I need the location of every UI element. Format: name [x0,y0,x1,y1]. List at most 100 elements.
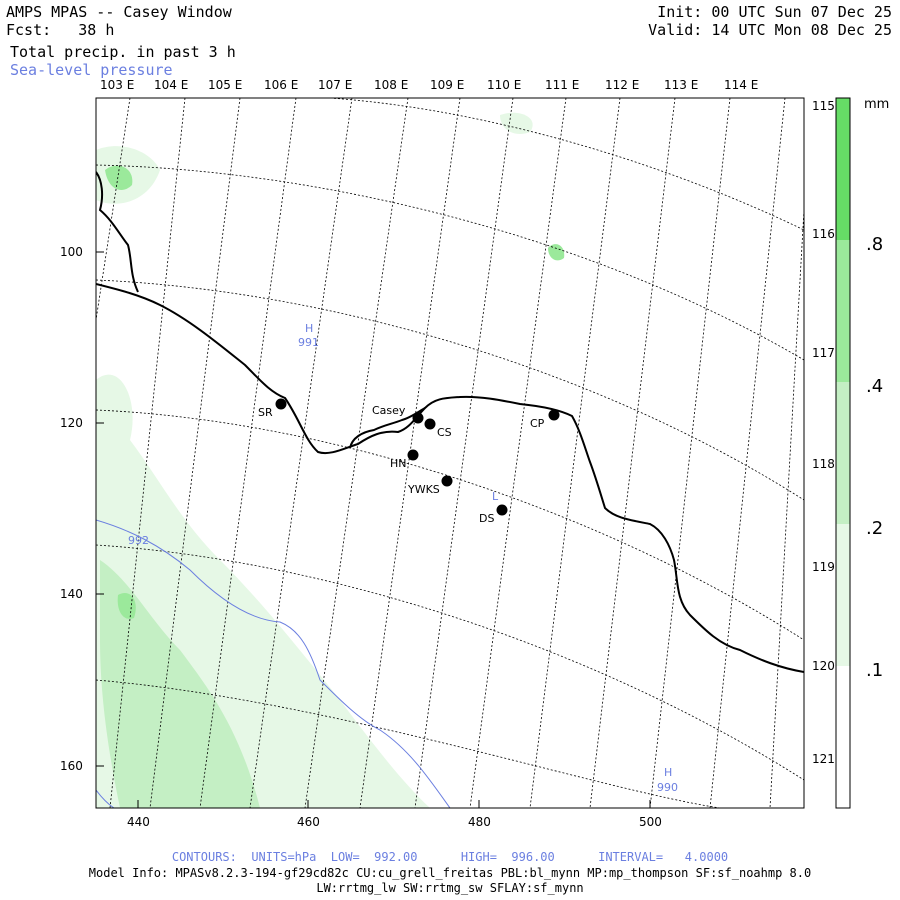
precip-spot-ne [500,112,533,135]
colorbar-bin [836,240,850,382]
station-cs[interactable]: CS [424,418,452,440]
lon-label: 110 E [487,78,521,92]
contour-info: CONTOURS: UNITS=hPa LOW= 992.00 HIGH= 99… [171,850,729,864]
meridian-line [149,98,241,808]
x-tick-label: 500 [639,815,662,829]
y-tick-label: 140 [60,587,83,601]
meridian-line [109,98,186,808]
top-longitude-labels: 103 E 104 E 105 E 106 E 107 E 108 E 109 … [100,78,758,92]
pressure-centers: H 991 L H 990 992 [128,322,678,794]
station-casey[interactable]: Casey [372,404,424,424]
lon-label: 107 E [318,78,352,92]
station-sr[interactable]: SR [258,398,287,420]
bottom-axis-labels: 440 460 480 500 [127,815,662,829]
colorbar-bin [836,524,850,666]
valid-time: Valid: 14 UTC Mon 08 Dec 25 [648,21,892,39]
meridian-line [769,209,804,808]
lon-label: 105 E [208,78,242,92]
station-cs-marker [424,418,436,430]
meridian-line [589,98,676,808]
precip-area-west-inner [100,560,260,808]
station-sr-label: SR [258,406,273,419]
stations: SR Casey CS CP HN YWKS DS [258,398,560,526]
station-cp[interactable]: CP [530,409,560,431]
station-casey-marker [412,412,424,424]
meridian-line [649,98,731,808]
parallel-line [96,679,721,808]
station-ywks-label: YWKS [407,483,440,496]
colorbar-bin [836,98,850,240]
station-ywks[interactable]: YWKS [407,475,453,497]
station-ds-marker [496,504,508,516]
lon-label: 114 E [724,78,758,92]
contour-992-sw [96,789,115,808]
y-tick-label: 100 [60,245,83,259]
pressure-high-2-value: 990 [657,781,678,794]
station-cp-marker [548,409,560,421]
graticule [96,98,804,808]
parallel-line [96,544,804,781]
colorbar-frame [835,97,851,809]
contour-992-label: 992 [128,534,149,547]
precip-spot-nw [105,165,133,190]
init-time: Init: 00 UTC Sun 07 Dec 25 [657,3,892,21]
left-axis-labels: 100 120 140 160 [60,245,83,773]
meridian-line [469,98,567,808]
pressure-high-1-value: 991 [298,336,319,349]
x-tick-label: 440 [127,815,150,829]
station-ywks-marker [441,475,453,487]
parallel-line [96,409,804,641]
precip-spot-sw [117,592,136,619]
colorbar-bin [836,382,850,524]
colorbar-unit: mm [864,97,889,112]
chart-title: AMPS MPAS -- Casey Window [6,3,232,21]
precip-shading [96,112,565,808]
pressure-high-1-symbol: H [305,322,313,335]
y-tick-label: 160 [60,759,83,773]
station-ds-label: DS [479,512,494,525]
lon-label: 111 E [545,78,579,92]
meridian-line [304,98,409,808]
meridian-line [96,98,131,321]
contour-992 [96,519,451,808]
parallel-line [329,98,804,231]
plot-frame [95,97,805,809]
colorbar-label: .8 [866,234,883,255]
pressure-low-symbol: L [492,490,499,503]
y-tick-label: 120 [60,416,83,430]
parallel-line [96,279,804,501]
meridian-line [249,98,353,808]
pressure-contours [96,519,451,808]
pressure-high-2-symbol: H [664,766,672,779]
coastline-west [96,171,139,293]
station-casey-label: Casey [372,404,406,417]
model-info-line1: Model Info: MPASv8.2.3-194-gf29cd82c CU:… [88,866,812,880]
lon-label: 112 E [605,78,639,92]
colorbar: mm .8 .4 .2 .1 [835,97,889,809]
colorbar-bin [836,666,850,808]
station-sr-marker [275,398,287,410]
meridian-line [199,98,297,808]
station-cs-label: CS [437,426,452,439]
model-info-line2: LW:rrtmg_lw SW:rrtmg_sw SFLAY:sf_mynn [316,881,584,895]
station-hn[interactable]: HN [390,449,419,471]
meridian-line [709,98,786,808]
x-tick-label: 480 [468,815,491,829]
overlay-name: Sea-level pressure [10,61,173,79]
left-axis-ticks [96,251,104,767]
station-hn-marker [407,449,419,461]
lon-label: 108 E [374,78,408,92]
station-hn-label: HN [390,457,407,470]
meridian-line [414,98,514,808]
x-tick-label: 460 [297,815,320,829]
station-ds[interactable]: DS [479,504,508,526]
precip-spot-north [548,244,565,261]
field-name: Total precip. in past 3 h [10,43,236,61]
colorbar-label: .4 [866,376,883,397]
colorbar-label: .1 [866,660,883,681]
lon-label: 106 E [264,78,298,92]
bottom-axis-ticks [137,800,651,808]
station-cp-label: CP [530,417,545,430]
forecast-hour: Fcst: 38 h [6,21,115,39]
